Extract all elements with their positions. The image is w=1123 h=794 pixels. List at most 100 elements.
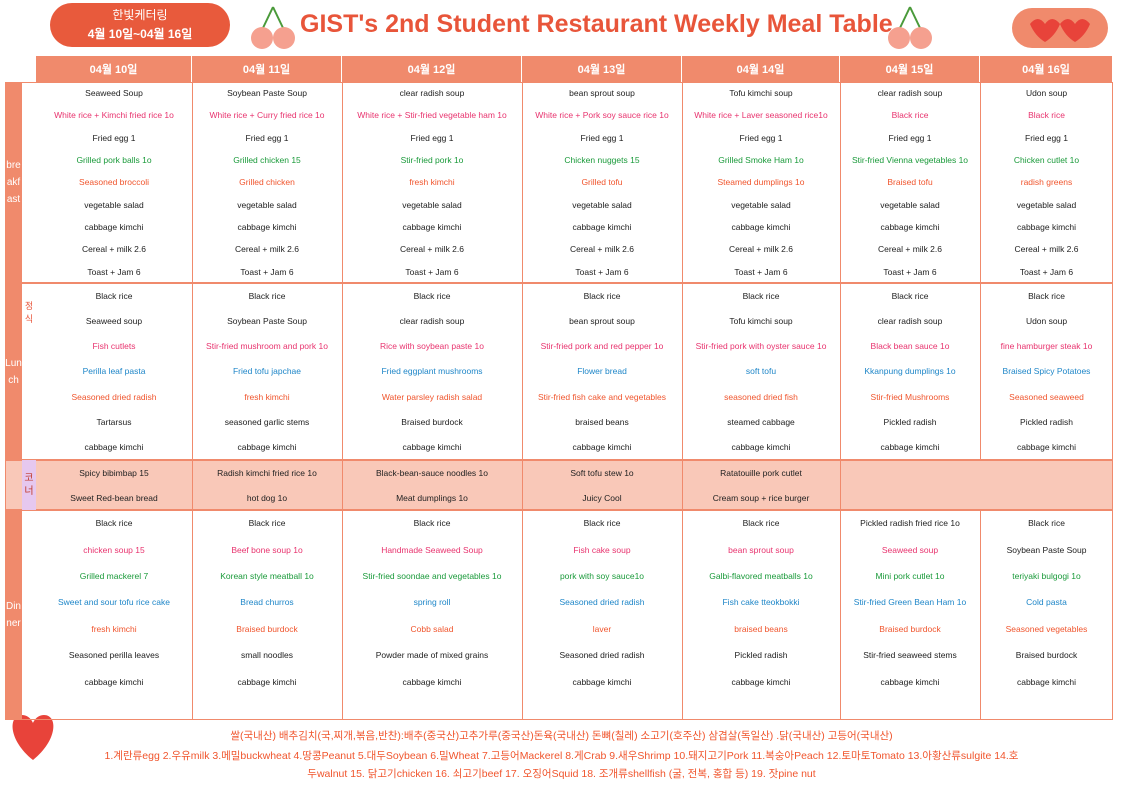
menu-item: Cold pasta: [1026, 597, 1067, 608]
section-box: [5, 460, 1113, 510]
menu-item: Black rice: [1028, 110, 1065, 121]
menu-item: seasoned garlic stems: [224, 417, 310, 428]
menu-item: Stir-fried pork and red pepper 1o: [540, 341, 664, 352]
menu-item: Toast + Jam 6: [240, 266, 294, 277]
menu-item: vegetable salad: [84, 199, 144, 210]
menu-item: cabbage kimchi: [402, 442, 462, 453]
menu-item: Stir-fried Mushrooms: [870, 391, 950, 402]
menu-item: cabbage kimchi: [402, 676, 462, 687]
menu-item: Stir-fried Vienna vegetables 1o: [851, 155, 969, 166]
menu-item: Korean style meatball 1o: [220, 571, 314, 582]
menu-item: Toast + Jam 6: [1019, 266, 1074, 277]
menu-item: Handmade Seaweed Soup: [381, 544, 483, 555]
day-header: 04월 12일: [342, 56, 522, 82]
menu-item: Cereal + milk 2.6: [81, 244, 146, 255]
menu-item: White rice + Stir-fried vegetable ham 1o: [357, 110, 507, 121]
menu-item: Steamed dumplings 1o: [717, 177, 805, 188]
menu-item: White rice + Curry fried rice 1o: [209, 110, 325, 121]
menu-item: Tartarsus: [96, 417, 132, 428]
menu-item: Sweet Red-bean bread: [70, 492, 158, 503]
menu-item: Black rice: [742, 290, 780, 301]
menu-item: Cereal + milk 2.6: [399, 244, 464, 255]
menu-item: bean sprout soup: [728, 544, 794, 555]
menu-item: Toast + Jam 6: [575, 266, 629, 277]
menu-item: Stir-fried mushroom and pork 1o: [206, 341, 328, 352]
column-divider: [682, 283, 683, 460]
menu-item: Seasoned broccoli: [79, 177, 149, 188]
menu-item: Tofu kimchi soup: [729, 315, 793, 326]
menu-item: Fish cake tteokbokki: [722, 597, 800, 608]
period: 4월 10일~04월 16일: [87, 27, 193, 41]
menu-item: Cereal + milk 2.6: [1014, 244, 1079, 255]
menu-item: cabbage kimchi: [84, 222, 144, 233]
menu-item: cabbage kimchi: [572, 676, 632, 687]
menu-item: Seasoned dried radish: [559, 650, 645, 661]
menu-item: Stir-fried pork 1o: [400, 155, 464, 166]
menu-item: Udon soup: [1025, 315, 1068, 326]
menu-item: Pickled radish: [1020, 417, 1073, 428]
column-divider: [342, 82, 343, 283]
day-header: 04월 14일: [682, 56, 840, 82]
menu-item: clear radish soup: [399, 315, 465, 326]
origin-note: 쌀(국내산) 배추김치(국,찌개,볶음,반찬):배추(중국산)고추가루(중국산)…: [230, 730, 893, 742]
menu-item: Braised Spicy Potatoes: [1002, 366, 1091, 377]
menu-item: Toast + Jam 6: [883, 266, 937, 277]
column-divider: [192, 510, 193, 720]
menu-item: cabbage kimchi: [731, 676, 791, 687]
menu-item: Tofu kimchi soup: [729, 88, 793, 99]
menu-item: Fish cake soup: [573, 544, 631, 555]
menu-item: Fried tofu japchae: [232, 366, 302, 377]
menu-item: Toast + Jam 6: [87, 266, 141, 277]
menu-item: Udon soup: [1025, 88, 1068, 99]
menu-item: Braised burdock: [879, 623, 941, 634]
menu-item: Stir-fried seaweed stems: [863, 650, 957, 661]
menu-item: Stir-fried fish cake and vegetables: [537, 391, 667, 402]
cherry-icon: [251, 6, 295, 49]
menu-item: Mini pork cutlet 1o: [875, 571, 945, 582]
column-divider: [840, 283, 841, 460]
menu-item: small noodles: [241, 650, 293, 661]
menu-item: Black rice: [95, 518, 133, 529]
menu-item: Grilled Smoke Ham 1o: [718, 155, 804, 166]
column-divider: [980, 82, 981, 283]
menu-item: teriyaki bulgogi 1o: [1012, 571, 1081, 582]
menu-item: Grilled pork balls 1o: [76, 155, 152, 166]
column-divider: [522, 460, 523, 510]
menu-item: Black rice: [413, 518, 451, 529]
day-header: 04월 13일: [522, 56, 682, 82]
menu-item: Radish kimchi fried rice 1o: [217, 467, 317, 478]
menu-item: cabbage kimchi: [237, 676, 297, 687]
column-divider: [840, 460, 841, 510]
menu-item: Powder made of mixed grains: [375, 650, 489, 661]
menu-item: Cereal + milk 2.6: [569, 244, 634, 255]
menu-item: fine hamburger steak 1o: [1000, 341, 1093, 352]
menu-item: Chicken cutlet 1o: [1013, 155, 1080, 166]
menu-item: Black-bean-sauce noodles 1o: [376, 467, 488, 478]
menu-item: Bread churros: [240, 597, 294, 608]
menu-item: vegetable salad: [572, 199, 632, 210]
column-divider: [522, 510, 523, 720]
menu-item: Black bean sauce 1o: [870, 341, 950, 352]
menu-item: cabbage kimchi: [880, 442, 940, 453]
menu-item: spring roll: [413, 597, 451, 608]
menu-item: Grilled tofu: [581, 177, 623, 188]
menu-item: vegetable salad: [880, 199, 940, 210]
day-header: 04월 16일: [980, 56, 1113, 82]
menu-item: Black rice: [891, 290, 929, 301]
menu-item: Seasoned dried radish: [559, 597, 645, 608]
section-label: breakfast: [5, 82, 22, 283]
menu-item: cabbage kimchi: [1016, 676, 1077, 687]
menu-item: Black rice: [248, 290, 286, 301]
menu-item: cabbage kimchi: [237, 222, 297, 233]
menu-item: Black rice: [248, 518, 286, 529]
menu-item: Fried eggplant mushrooms: [381, 366, 483, 377]
cherry-icon: [888, 6, 932, 49]
menu-item: Cereal + milk 2.6: [234, 244, 299, 255]
menu-item: braised beans: [575, 417, 629, 428]
section-sublabel: 정식: [24, 301, 34, 324]
menu-item: Water parsley radish salad: [381, 391, 483, 402]
menu-item: Toast + Jam 6: [405, 266, 459, 277]
menu-item: Chicken nuggets 15: [564, 155, 640, 166]
menu-item: Stir-fried Green Bean Ham 1o: [853, 597, 967, 608]
